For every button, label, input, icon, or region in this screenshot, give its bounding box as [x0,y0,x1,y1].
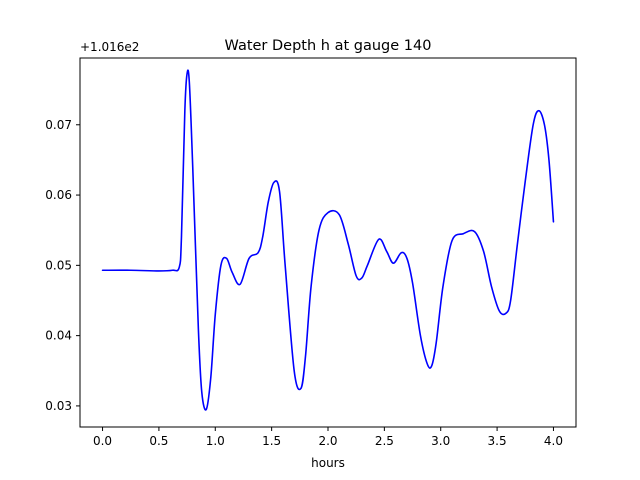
y-ticks: 0.03 0.04 0.05 0.06 0.07 [45,118,80,413]
plot-frame [79,57,577,428]
y-tick-label: 0.06 [45,188,72,202]
y-tick-label: 0.05 [45,258,72,272]
y-offset-label: +1.016e2 [80,40,139,54]
y-tick-label: 0.04 [45,329,72,343]
x-axis-label: hours [311,456,345,470]
x-tick-label: 2.5 [375,434,394,448]
x-tick-label: 1.5 [262,434,281,448]
x-tick-label: 3.5 [488,434,507,448]
x-tick-label: 4.0 [544,434,563,448]
x-tick-label: 2.0 [318,434,337,448]
x-tick-label: 3.0 [431,434,450,448]
y-tick-label: 0.07 [45,118,72,132]
x-tick-label: 0.0 [93,434,112,448]
series-line [101,69,555,411]
x-tick-label: 0.5 [149,434,168,448]
x-ticks: 0.0 0.5 1.0 1.5 2.0 2.5 3.0 3.5 4.0 [93,427,563,448]
x-tick-label: 1.0 [206,434,225,448]
y-tick-label: 0.03 [45,399,72,413]
chart-title: Water Depth h at gauge 140 [225,38,432,54]
